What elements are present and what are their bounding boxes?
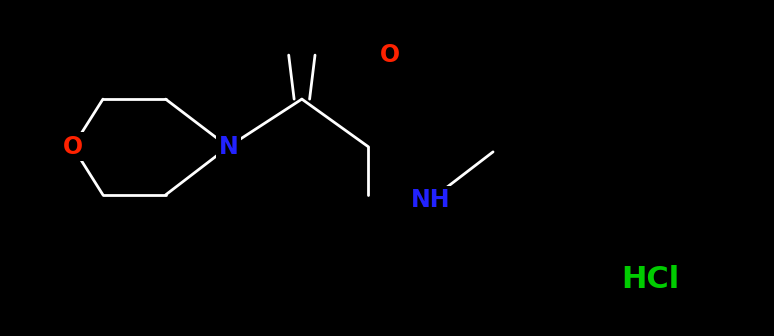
Text: N: N bbox=[218, 135, 238, 159]
Text: O: O bbox=[63, 135, 83, 159]
Text: HCl: HCl bbox=[621, 265, 680, 294]
Text: O: O bbox=[380, 43, 400, 67]
Text: NH: NH bbox=[410, 188, 450, 212]
